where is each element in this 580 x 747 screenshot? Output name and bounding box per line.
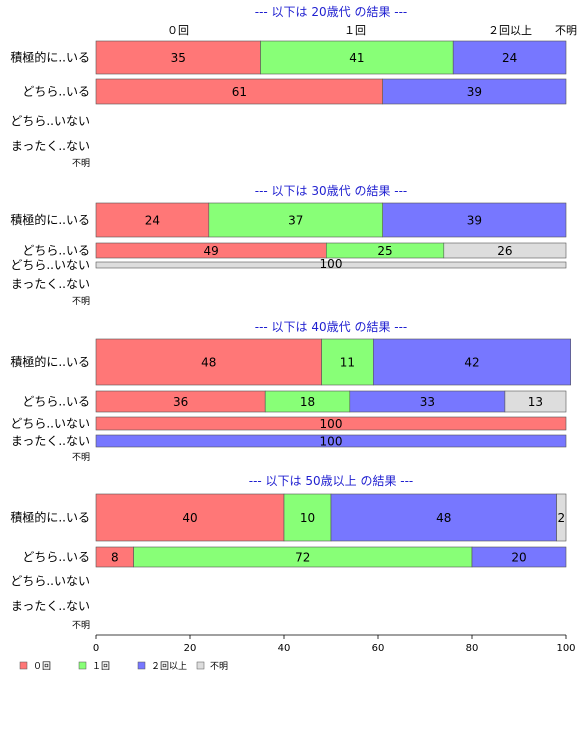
data-label: 2 bbox=[557, 511, 565, 525]
row-label: どちら..いる bbox=[22, 550, 90, 564]
data-label: 24 bbox=[145, 214, 160, 228]
row-label: まったく..ない bbox=[11, 434, 90, 448]
bar-segment bbox=[95, 78, 384, 105]
bar-segment bbox=[95, 493, 285, 542]
top-label: １回 bbox=[344, 24, 366, 37]
tick-label: 20 bbox=[184, 643, 197, 654]
data-label: 61 bbox=[232, 85, 247, 99]
data-label: 48 bbox=[436, 511, 451, 525]
tick-label: 100 bbox=[556, 643, 575, 654]
row-label: 不明 bbox=[72, 620, 90, 631]
legend: ０回 １回 ２回以上 不明 bbox=[19, 661, 228, 672]
row-label: まったく..ない bbox=[11, 139, 90, 153]
data-label: 20 bbox=[511, 551, 526, 565]
bar-segment bbox=[471, 546, 567, 568]
top-label: ０回 bbox=[167, 24, 189, 37]
tick-label: 0 bbox=[93, 643, 99, 654]
row-label: まったく..ない bbox=[11, 277, 90, 291]
legend-swatch bbox=[196, 661, 205, 670]
row-label: 積極的に..いる bbox=[10, 50, 90, 65]
data-label: 100 bbox=[320, 257, 343, 271]
panel-title: --- 以下は 30歳代 の結果 --- bbox=[255, 184, 408, 198]
legend-swatch bbox=[19, 661, 28, 670]
bar-segment bbox=[382, 78, 567, 105]
row-label: どちら..いる bbox=[22, 244, 90, 258]
data-label: 18 bbox=[300, 395, 315, 409]
data-label: 33 bbox=[420, 395, 435, 409]
data-label: 8 bbox=[111, 551, 119, 565]
top-label: 不明 bbox=[555, 24, 577, 37]
row-label: どちら..いない bbox=[10, 417, 90, 431]
data-label: 24 bbox=[502, 51, 517, 65]
row-label: どちら..いない bbox=[10, 258, 90, 272]
bar-segment bbox=[330, 493, 557, 542]
bar-segment bbox=[95, 202, 210, 238]
legend-swatch bbox=[137, 661, 146, 670]
data-label: 41 bbox=[349, 51, 364, 65]
x-axis: 0 20 40 60 80 100 bbox=[93, 634, 576, 654]
data-label: 100 bbox=[320, 435, 343, 449]
panel-title: --- 以下は 40歳代 の結果 --- bbox=[255, 320, 408, 334]
row-label: どちら..いない bbox=[10, 114, 90, 128]
bar-segment bbox=[95, 261, 567, 269]
data-label: 48 bbox=[201, 356, 216, 370]
data-label: 39 bbox=[467, 214, 482, 228]
data-label: 11 bbox=[340, 356, 355, 370]
row-label: どちら..いる bbox=[22, 395, 90, 409]
bar-segment bbox=[95, 338, 322, 386]
panel: --- 以下は 30歳代 の結果 --- 積極的に..いる 24 37 39 どちら..い… bbox=[10, 184, 567, 307]
bar-segment bbox=[95, 40, 261, 75]
panel: --- 以下は 20歳代 の結果 --- 積極的に..いる 35 41 24 どちら..い… bbox=[10, 5, 567, 169]
bar-segment bbox=[452, 40, 567, 75]
data-label: 40 bbox=[182, 511, 197, 525]
tick-label: 80 bbox=[466, 643, 479, 654]
data-label: 10 bbox=[300, 511, 315, 525]
data-label: 37 bbox=[288, 214, 303, 228]
bar-segment bbox=[95, 434, 567, 448]
legend-label: ２回以上 bbox=[151, 661, 187, 672]
tick-label: 40 bbox=[278, 643, 291, 654]
bar-segment bbox=[321, 338, 374, 386]
panel: --- 以下は 50歳以上 の結果 --- 積極的に..いる 40 10 48 2 どちら.… bbox=[10, 474, 567, 631]
panel: --- 以下は 40歳代 の結果 --- 積極的に..いる 48 11 42 どちら..い… bbox=[10, 320, 571, 463]
bar-segment bbox=[556, 493, 567, 542]
data-label: 49 bbox=[204, 244, 219, 258]
bar-segment bbox=[504, 390, 567, 413]
row-label: どちら..いる bbox=[22, 85, 90, 99]
bar-segment bbox=[443, 242, 567, 259]
row-label: まったく..ない bbox=[11, 599, 90, 613]
row-label: どちら..いない bbox=[10, 574, 90, 588]
bar-segment bbox=[95, 416, 567, 431]
bar-segment bbox=[372, 338, 571, 386]
top-category-labels: ０回 １回 ２回以上 不明 bbox=[167, 24, 577, 37]
data-label: 35 bbox=[171, 51, 186, 65]
top-label: ２回以上 bbox=[488, 24, 532, 37]
data-label: 26 bbox=[497, 244, 512, 258]
legend-label: ０回 bbox=[33, 661, 51, 672]
data-label: 39 bbox=[467, 85, 482, 99]
row-label: 積極的に..いる bbox=[10, 212, 90, 227]
row-label: 不明 bbox=[72, 452, 90, 463]
row-label: 積極的に..いる bbox=[10, 510, 90, 525]
panel-title: --- 以下は 50歳以上 の結果 --- bbox=[249, 474, 414, 488]
legend-swatch bbox=[78, 661, 87, 670]
legend-label: 不明 bbox=[210, 661, 228, 672]
chart-panels: --- 以下は 20歳代 の結果 --- 積極的に..いる 35 41 24 どちら..い… bbox=[10, 5, 571, 631]
data-label: 13 bbox=[528, 395, 543, 409]
tick-label: 60 bbox=[372, 643, 385, 654]
data-label: 100 bbox=[320, 417, 343, 431]
legend-label: １回 bbox=[92, 661, 110, 672]
bar-segment bbox=[208, 202, 383, 238]
bar-segment bbox=[260, 40, 454, 75]
data-label: 25 bbox=[377, 244, 392, 258]
bar-segment bbox=[382, 202, 567, 238]
row-label: 不明 bbox=[72, 296, 90, 307]
row-label: 不明 bbox=[72, 158, 90, 169]
row-label: 積極的に..いる bbox=[10, 354, 90, 369]
data-label: 42 bbox=[464, 356, 479, 370]
data-label: 36 bbox=[173, 395, 188, 409]
panel-title: --- 以下は 20歳代 の結果 --- bbox=[255, 5, 408, 19]
data-label: 72 bbox=[295, 551, 310, 565]
